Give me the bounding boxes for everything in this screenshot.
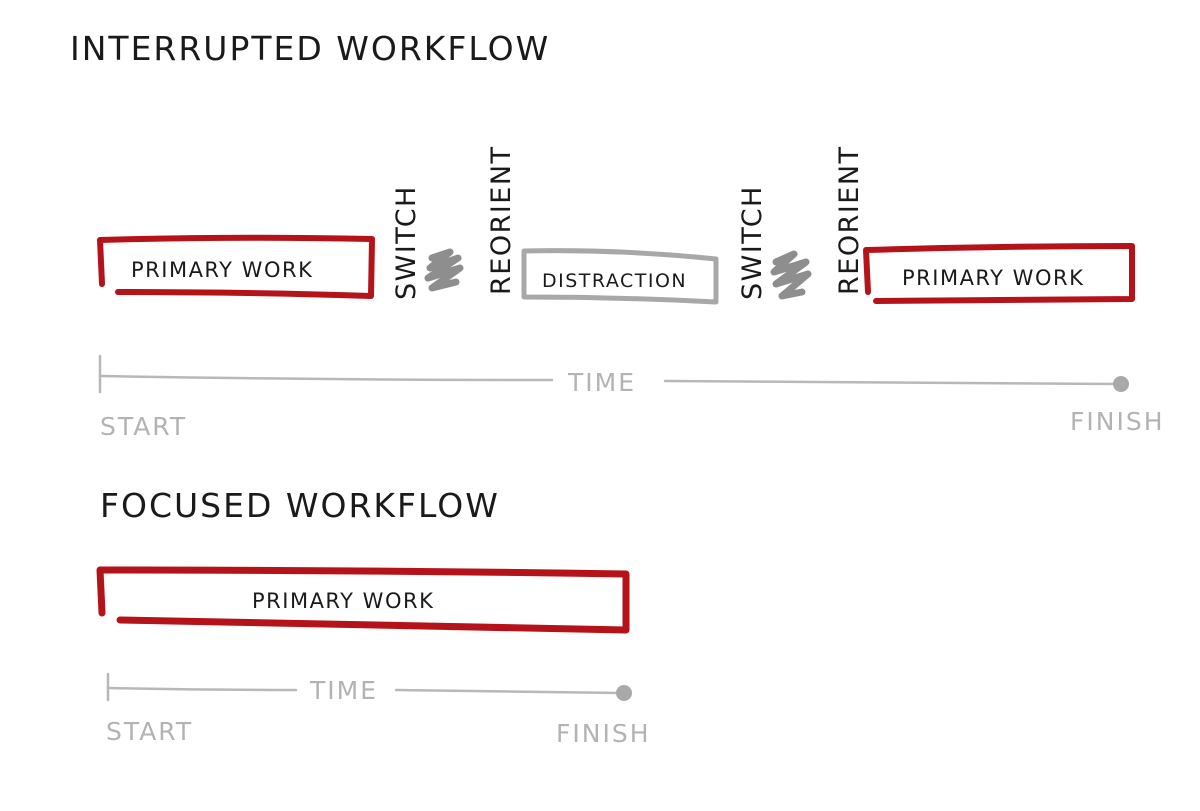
axis-line-right bbox=[663, 379, 1120, 386]
focused-axis-start-label: START bbox=[106, 717, 193, 746]
axis-start-label: START bbox=[100, 412, 187, 441]
primary-work-label-1: PRIMARY WORK bbox=[131, 258, 313, 282]
primary-work-label-2: PRIMARY WORK bbox=[902, 266, 1084, 290]
focused-workflow-title: FOCUSED WORKFLOW bbox=[100, 486, 500, 525]
axis-time-label: TIME bbox=[567, 368, 636, 397]
focused-axis-finish-dot bbox=[616, 685, 632, 701]
axis-line-left bbox=[98, 374, 554, 382]
focused-primary-work-label: PRIMARY WORK bbox=[252, 589, 434, 613]
switch-label-2: SWITCH bbox=[737, 185, 768, 300]
reorient-label-2: REORIENT bbox=[834, 145, 865, 295]
distraction-label: DISTRACTION bbox=[542, 270, 687, 292]
interrupted-workflow-title: INTERRUPTED WORKFLOW bbox=[70, 29, 550, 68]
primary-work-box-1 bbox=[97, 234, 375, 299]
focused-workflow-section: FOCUSED WORKFLOW PRIMARY WORK TIME START… bbox=[96, 486, 651, 748]
primary-work-block-2: PRIMARY WORK bbox=[863, 243, 1135, 304]
switch-scribble-1 bbox=[424, 248, 464, 292]
focused-primary-work-box bbox=[96, 566, 630, 634]
focused-primary-work-block: PRIMARY WORK bbox=[96, 566, 630, 634]
focused-axis-line-left bbox=[106, 686, 298, 692]
primary-work-box-2 bbox=[863, 243, 1135, 304]
interrupted-time-axis: TIME START FINISH bbox=[98, 354, 1165, 441]
focused-axis-finish-label: FINISH bbox=[556, 719, 651, 748]
interrupted-workflow-section: INTERRUPTED WORKFLOW PRIMARY WORK SWITCH… bbox=[70, 29, 1165, 441]
distraction-box bbox=[521, 248, 719, 305]
switch-scribble-2 bbox=[770, 250, 812, 300]
reorient-label-1: REORIENT bbox=[486, 145, 517, 295]
focused-axis-time-label: TIME bbox=[309, 676, 378, 705]
focused-axis-line-right bbox=[394, 688, 622, 695]
switch-label-1: SWITCH bbox=[391, 185, 422, 300]
primary-work-block-1: PRIMARY WORK bbox=[97, 234, 375, 299]
focused-time-axis: TIME START FINISH bbox=[106, 672, 651, 748]
axis-finish-dot bbox=[1113, 376, 1129, 392]
axis-finish-label: FINISH bbox=[1070, 407, 1165, 436]
distraction-block: DISTRACTION bbox=[521, 248, 719, 305]
